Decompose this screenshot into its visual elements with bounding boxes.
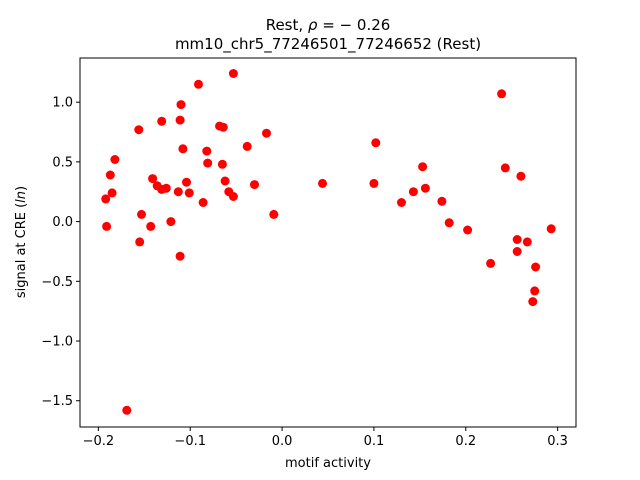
data-point-42 <box>408 187 418 197</box>
data-point-4 <box>157 116 167 126</box>
data-point-8 <box>262 128 271 138</box>
data-point-25 <box>184 188 194 198</box>
data-point-46 <box>444 218 454 228</box>
y-tick-label: −1.5 <box>41 394 73 409</box>
data-point-28 <box>101 194 111 204</box>
data-point-2 <box>176 100 186 110</box>
y-axis: −1.5 −1.0 −0.5 0.0 0.5 1.0 <box>41 96 80 409</box>
data-point-13 <box>203 158 213 168</box>
data-point-17 <box>220 176 230 186</box>
data-point-35 <box>135 237 145 247</box>
data-point-34 <box>146 221 156 231</box>
data-point-40 <box>371 138 381 148</box>
y-tick-label: −1.0 <box>41 335 73 350</box>
data-point-22 <box>161 183 171 193</box>
data-point-50 <box>500 163 510 173</box>
data-point-56 <box>530 286 540 296</box>
data-point-53 <box>516 171 526 181</box>
x-tick-label: 0.2 <box>455 434 476 449</box>
chart-title-line2: mm10_chr5_77246501_77246652 (Rest) <box>175 35 481 54</box>
x-tick-label: 0.0 <box>272 434 293 449</box>
data-point-30 <box>137 209 146 219</box>
data-point-6 <box>218 122 228 132</box>
data-point-1 <box>194 79 203 89</box>
data-point-55 <box>528 297 538 307</box>
data-points <box>101 69 556 415</box>
data-point-29 <box>198 198 208 207</box>
x-tick-label: −0.2 <box>83 434 115 449</box>
y-tick-label: 0.5 <box>52 155 73 170</box>
data-point-11 <box>202 146 212 156</box>
data-point-7 <box>134 125 144 135</box>
data-point-18 <box>182 177 191 187</box>
data-point-51 <box>512 235 522 244</box>
data-point-38 <box>318 178 327 188</box>
data-point-31 <box>269 209 279 219</box>
data-point-52 <box>512 247 522 256</box>
data-point-57 <box>531 262 541 272</box>
data-point-44 <box>420 183 430 193</box>
x-tick-label: 0.3 <box>547 434 568 449</box>
data-point-37 <box>122 405 132 415</box>
data-point-16 <box>148 174 158 184</box>
data-point-45 <box>437 196 447 206</box>
y-axis-label: signal at CRE (ln) <box>14 186 29 298</box>
data-point-39 <box>369 178 379 188</box>
x-tick-label: 0.1 <box>364 434 385 449</box>
x-tick-label: −0.1 <box>174 434 206 449</box>
data-point-20 <box>250 180 259 190</box>
data-point-54 <box>522 237 532 247</box>
chart-title-line1: Rest, ρ = − 0.26 <box>266 16 391 34</box>
data-point-0 <box>228 69 238 78</box>
x-axis: −0.2 −0.1 0.0 0.1 0.2 0.3 <box>83 427 568 449</box>
data-point-49 <box>497 89 507 99</box>
data-point-14 <box>217 159 227 169</box>
data-point-48 <box>486 258 496 268</box>
data-point-33 <box>102 221 112 231</box>
data-point-23 <box>107 188 117 198</box>
data-point-10 <box>178 144 188 154</box>
data-point-32 <box>166 217 176 227</box>
plot-frame <box>79 57 577 428</box>
data-point-58 <box>546 224 556 234</box>
y-tick-label: 0.0 <box>52 215 73 230</box>
data-point-15 <box>105 170 115 180</box>
y-tick-label: −0.5 <box>41 275 73 290</box>
data-point-9 <box>242 141 252 151</box>
data-point-47 <box>463 225 473 235</box>
x-axis-label: motif activity <box>285 456 371 471</box>
data-point-12 <box>110 155 120 164</box>
y-tick-label: 1.0 <box>52 96 73 111</box>
data-point-27 <box>228 192 238 201</box>
data-point-41 <box>397 198 406 207</box>
data-point-24 <box>173 187 183 197</box>
data-point-3 <box>175 115 185 125</box>
data-point-43 <box>418 162 428 172</box>
data-point-36 <box>175 251 185 261</box>
